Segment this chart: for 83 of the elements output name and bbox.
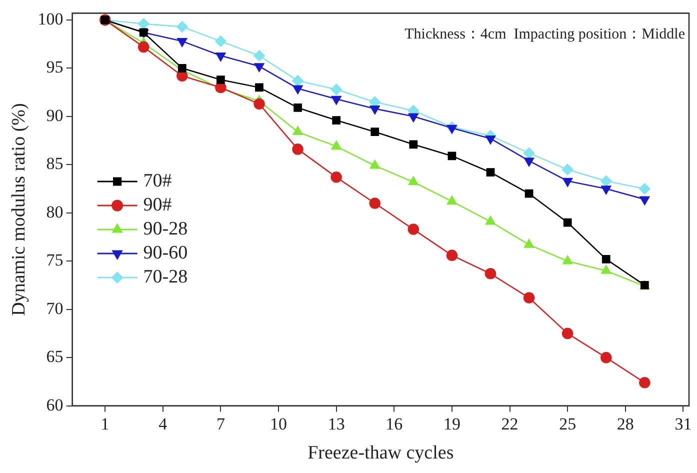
legend-label: 70-28 <box>143 266 188 288</box>
point <box>639 183 650 194</box>
point <box>446 196 457 204</box>
point <box>292 85 303 94</box>
point <box>330 84 342 96</box>
x-tick-label: 25 <box>559 414 576 434</box>
point <box>600 352 612 364</box>
y-tick-label: 70 <box>46 298 64 318</box>
x-tick-label: 16 <box>386 414 403 434</box>
point <box>562 178 573 187</box>
y-tick-label: 75 <box>46 250 64 270</box>
point <box>254 98 265 110</box>
legend-label: 70# <box>143 170 172 192</box>
point <box>409 140 418 149</box>
point <box>138 41 150 53</box>
point <box>524 158 534 166</box>
point <box>486 168 495 177</box>
x-tick-label: 7 <box>216 414 226 434</box>
point <box>176 21 188 32</box>
point <box>640 196 650 206</box>
point <box>292 126 303 135</box>
point <box>408 224 420 235</box>
point <box>601 265 612 274</box>
legend-label: 90-28 <box>143 218 188 240</box>
point <box>370 160 380 169</box>
x-tick-label: 19 <box>443 414 460 434</box>
x-tick-label: 31 <box>674 414 692 434</box>
point <box>602 254 610 264</box>
point <box>369 198 381 209</box>
point <box>138 18 150 30</box>
legend-label: 90# <box>143 194 172 216</box>
point <box>216 52 226 62</box>
point <box>332 116 341 124</box>
point <box>600 175 612 187</box>
x-tick-label: 1 <box>100 414 110 434</box>
y-tick-label: 95 <box>46 58 64 77</box>
point <box>370 106 380 114</box>
point <box>562 328 574 340</box>
point <box>294 104 302 112</box>
point <box>562 255 573 264</box>
point <box>639 377 650 388</box>
y-tick-label: 60 <box>46 395 64 414</box>
point <box>446 250 458 261</box>
point <box>254 63 264 72</box>
point <box>524 239 534 248</box>
point <box>601 186 612 194</box>
point <box>216 76 225 84</box>
annotation: Thickness：4cm Impacting position：Middle <box>404 26 686 43</box>
point <box>370 128 380 136</box>
point <box>255 83 264 92</box>
point <box>486 216 496 225</box>
point <box>331 140 342 150</box>
y-tick-label: 80 <box>46 202 64 222</box>
point <box>523 292 535 304</box>
y-tick-label: 85 <box>46 154 64 174</box>
point <box>292 144 304 155</box>
point <box>292 75 304 86</box>
point <box>486 135 496 144</box>
y-tick-label: 65 <box>46 347 64 366</box>
point <box>562 164 574 176</box>
point <box>563 218 572 227</box>
point <box>254 50 265 62</box>
point <box>330 172 342 183</box>
x-tick-label: 13 <box>328 414 345 434</box>
point <box>215 36 226 47</box>
point <box>524 189 534 198</box>
point <box>177 38 188 47</box>
point <box>448 152 456 160</box>
x-tick-label: 10 <box>270 414 288 434</box>
point <box>446 124 457 134</box>
point <box>484 268 496 280</box>
x-tick-label: 4 <box>158 414 168 434</box>
y-tick-label: 90 <box>46 106 64 125</box>
y-axis-title: Dynamic modulus ratio (%) <box>8 103 30 316</box>
y-tick-label: 100 <box>38 9 64 28</box>
point <box>408 176 418 186</box>
x-axis-title: Freeze-thaw cycles <box>308 442 454 464</box>
point <box>408 113 418 122</box>
legend-label: 90-60 <box>143 242 188 264</box>
point <box>523 147 535 159</box>
x-tick-label: 28 <box>616 414 634 434</box>
x-tick-label: 22 <box>501 414 518 434</box>
point <box>331 96 342 105</box>
